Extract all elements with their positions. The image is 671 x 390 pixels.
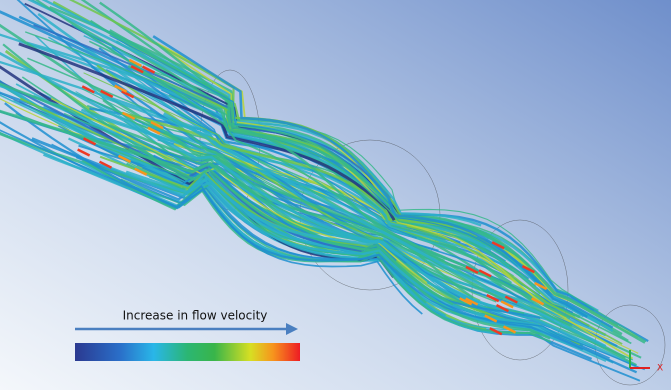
- legend-label: Increase in flow velocity: [123, 309, 268, 323]
- color-bar: [75, 343, 300, 361]
- scene: Increase in flow velocity X: [0, 0, 671, 390]
- axis-x-label: X: [657, 364, 663, 374]
- viewport: Increase in flow velocity X: [0, 0, 671, 390]
